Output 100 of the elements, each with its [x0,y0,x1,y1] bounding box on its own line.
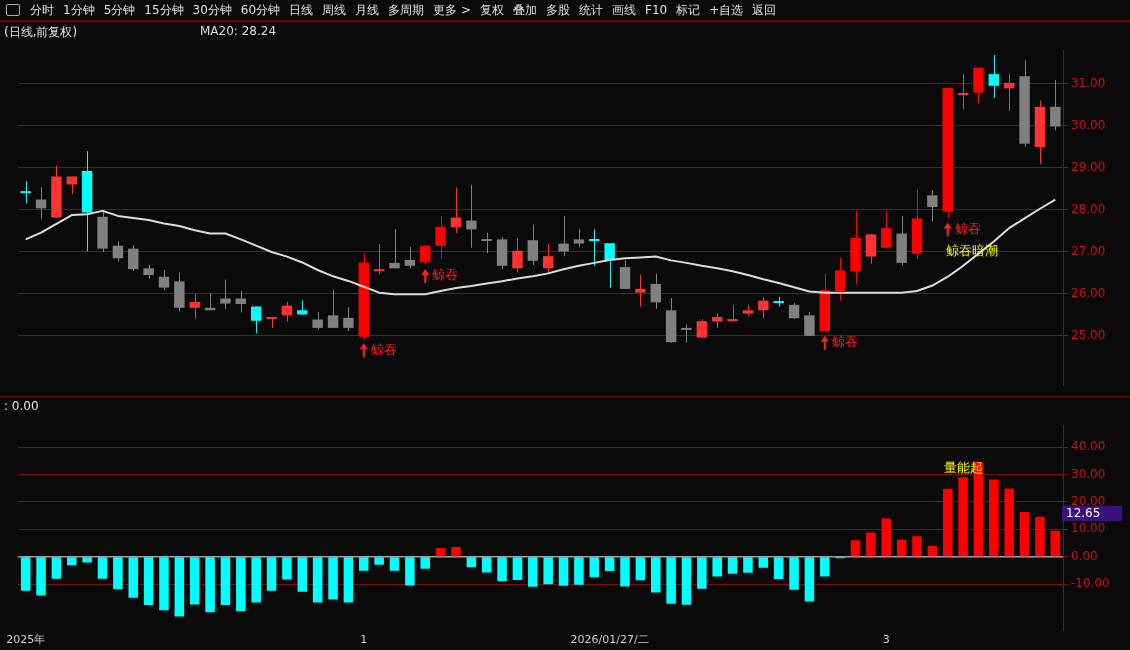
y-tick-label: -10.00 [1071,576,1110,591]
x-tick-label: 3 [882,633,890,647]
candlestick [373,243,385,275]
bar [712,557,722,577]
candlestick [158,269,170,291]
bar [451,546,461,557]
bar [1035,516,1045,557]
candlestick [804,311,815,337]
bar [942,488,953,557]
bar [558,557,569,586]
bar [543,557,553,585]
bar [435,548,446,557]
bar [574,557,584,585]
bar [282,557,292,580]
text: 周线 [322,1,347,19]
text: 多股 [546,1,570,19]
text: 更多 > [433,1,471,19]
text: 5分钟 [103,1,136,19]
candlestick [128,244,139,272]
bar [650,557,661,593]
text: 60分钟 [240,1,281,19]
bar [82,557,92,563]
text: 日线 [289,1,314,19]
bar [743,557,753,573]
text: 15分钟 [144,1,184,19]
candlestick [758,296,769,319]
candlestick [881,210,892,249]
y-tick-label: 10.00 [1071,521,1106,536]
bar [328,557,338,600]
bar [604,557,615,572]
candlestick [481,232,492,254]
bar [1019,512,1030,557]
bar [666,557,676,604]
candlestick [20,180,31,204]
text: 返回 [752,1,777,19]
candlestick [604,242,615,289]
candlestick [327,289,339,329]
bar [850,540,861,557]
text: 分时 [30,1,54,19]
candlestick [681,324,692,344]
bar [635,557,646,581]
bar [97,557,108,579]
bar [804,557,815,602]
x-tick-label: 1 [360,633,368,647]
candlestick [527,224,539,266]
candlestick [988,54,1000,99]
bar [113,557,123,590]
y-tick-label: 29.00 [1071,159,1106,174]
text: 12.65 [1062,505,1122,521]
bar [589,557,600,578]
text: 标记 [676,1,701,19]
bar [958,477,968,557]
candlestick [1050,79,1061,131]
bar [481,557,492,573]
candlestick [542,243,554,274]
bar [497,557,507,582]
candlestick [573,228,585,248]
bar [789,557,799,590]
bar [727,557,738,574]
annotation: 鲸吞 [432,267,459,283]
bar [189,557,200,605]
candlestick [589,228,600,267]
chart-title: (日线,前复权) [4,24,78,41]
candlestick [389,228,400,269]
candlestick [343,306,354,332]
bar [20,557,31,591]
candlestick [558,215,569,257]
bar [466,557,477,568]
bar [36,557,46,596]
bar [620,557,630,587]
text: 叠加 [513,1,537,19]
bar [343,557,354,603]
bar [512,557,523,581]
candlestick [834,256,846,302]
chart-title: : 0.00 [4,399,39,413]
bar [528,557,538,587]
text: 月线 [355,1,380,19]
bar [773,557,784,579]
candlestick [189,293,200,320]
text: 统计 [579,1,603,19]
bar [359,557,369,571]
text: 画线 [612,1,636,19]
y-tick-label: 25.00 [1071,327,1106,342]
bar [881,518,892,557]
y-tick-label: 40.00 [1071,439,1106,454]
bar [389,557,400,571]
candlestick [420,244,431,265]
bar [220,557,231,606]
bar [758,557,769,568]
bar [697,557,707,589]
text: 多周期 [388,1,425,19]
candlestick [512,237,523,274]
candlestick [865,233,877,265]
candlestick [957,73,969,110]
bar [896,539,907,557]
bar [51,557,62,579]
text: MA20: 28.24 [200,24,277,38]
bar [989,479,999,557]
bar [205,557,215,613]
bar [405,557,415,586]
